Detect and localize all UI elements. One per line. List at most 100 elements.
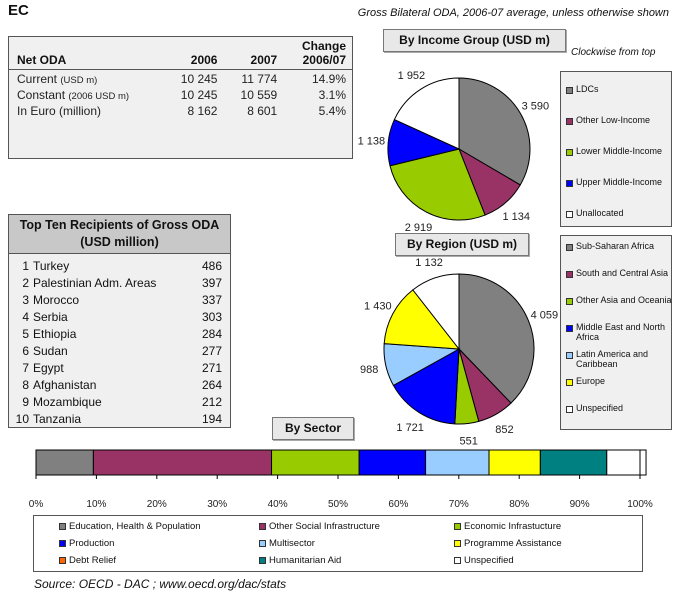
recipient-value: 397 bbox=[201, 276, 222, 290]
sector-bar-segment bbox=[92, 449, 273, 476]
pie-data-label: 1 430 bbox=[364, 301, 392, 313]
recipient-name: Egypt bbox=[33, 361, 64, 375]
pie-data-label: 1 721 bbox=[396, 422, 424, 434]
pie-data-label: 2 919 bbox=[405, 222, 433, 234]
legend-label: Economic Infrastucture bbox=[464, 521, 562, 532]
sector-bar-segment bbox=[271, 449, 360, 476]
legend-swatch bbox=[566, 379, 573, 386]
legend-label: Humanitarian Aid bbox=[269, 555, 342, 566]
x-tick-label: 60% bbox=[388, 499, 408, 510]
recipient-value: 264 bbox=[201, 378, 222, 392]
legend-label: Upper Middle-Income bbox=[576, 177, 663, 187]
recipient-value: 277 bbox=[201, 344, 222, 358]
legend-item: Other Asia and Oceania bbox=[566, 295, 678, 305]
net-oda-year2: 2007 bbox=[223, 37, 284, 70]
row-value: 10 245 bbox=[180, 88, 218, 102]
legend-item: Unspecified bbox=[566, 403, 678, 413]
region-legend: Sub-Saharan Africa South and Central Asia… bbox=[560, 235, 672, 430]
recipient-rank: 7 bbox=[22, 361, 29, 375]
list-item: 8 Afghanistan 264 bbox=[9, 377, 230, 394]
legend-item: Unallocated bbox=[566, 208, 678, 218]
net-oda-year1: 2006 bbox=[163, 37, 224, 70]
region-pie-title: By Region (USD m) bbox=[395, 233, 529, 256]
legend-label: Latin America and Caribbean bbox=[576, 349, 649, 369]
legend-item: Other Low-Income bbox=[566, 115, 678, 125]
legend-label: South and Central Asia bbox=[576, 268, 669, 278]
legend-swatch bbox=[259, 540, 266, 547]
row-change: 3.1% bbox=[318, 88, 346, 102]
recipient-rank: 5 bbox=[22, 327, 29, 341]
legend-item: Lower Middle-Income bbox=[566, 146, 678, 156]
legend-swatch bbox=[454, 523, 461, 530]
x-tick-label: 90% bbox=[570, 499, 590, 510]
x-tick-label: 10% bbox=[86, 499, 106, 510]
recipient-value: 284 bbox=[201, 327, 222, 341]
net-oda-change: Change 2006/07 bbox=[283, 37, 352, 70]
legend-item: LDCs bbox=[566, 84, 678, 94]
x-tick-label: 20% bbox=[147, 499, 167, 510]
legend-item: Economic Infrastucture bbox=[454, 521, 561, 532]
row-label: In Euro (million) bbox=[17, 104, 102, 118]
list-item: 1 Turkey 486 bbox=[9, 258, 230, 275]
row-unit: (USD m) bbox=[60, 75, 98, 86]
legend-swatch bbox=[566, 271, 573, 278]
list-item: 3 Morocco 337 bbox=[9, 292, 230, 309]
x-tick-label: 40% bbox=[268, 499, 288, 510]
sector-bar-segment bbox=[35, 449, 94, 476]
recipient-rank: 8 bbox=[22, 378, 29, 392]
pie-data-label: 4 059 bbox=[531, 310, 559, 322]
legend-swatch bbox=[59, 540, 66, 547]
legend-label: Unallocated bbox=[576, 208, 624, 218]
legend-swatch bbox=[566, 406, 573, 413]
recipient-name: Turkey bbox=[33, 259, 70, 273]
legend-swatch bbox=[566, 87, 573, 94]
donor-title: EC bbox=[8, 2, 29, 19]
sector-bar-segment bbox=[539, 449, 608, 476]
legend-label: Sub-Saharan Africa bbox=[576, 241, 655, 251]
legend-item: Sub-Saharan Africa bbox=[566, 241, 678, 251]
sector-bar-title: By Sector bbox=[272, 417, 354, 440]
legend-label: Production bbox=[69, 538, 115, 549]
pie-slice bbox=[383, 289, 461, 350]
recipient-name: Ethiopia bbox=[33, 327, 77, 341]
row-value: 8 162 bbox=[187, 104, 218, 118]
recipient-rank: 4 bbox=[22, 310, 29, 324]
legend-item: Other Social Infrastructure bbox=[259, 521, 380, 532]
list-item: 4 Serbia 303 bbox=[9, 309, 230, 326]
list-item: 2 Palestinian Adm. Areas 397 bbox=[9, 275, 230, 292]
legend-swatch bbox=[259, 557, 266, 564]
legend-item: Latin America and Caribbean bbox=[566, 349, 678, 369]
sector-bar-segment bbox=[425, 449, 490, 476]
legend-swatch bbox=[59, 557, 66, 564]
recipient-name: Tanzania bbox=[33, 412, 82, 426]
net-oda-table: Net ODA 2006 2007 Change 2006/07 Current … bbox=[8, 36, 353, 159]
legend-swatch bbox=[59, 523, 66, 530]
legend-label: LDCs bbox=[576, 84, 599, 94]
legend-swatch bbox=[566, 118, 573, 125]
pie-data-label: 988 bbox=[360, 364, 378, 376]
pie-slice bbox=[412, 273, 460, 351]
top-recipients-title: Top Ten Recipients of Gross ODA (USD mill… bbox=[9, 215, 230, 254]
recipient-value: 271 bbox=[201, 361, 222, 375]
recipient-name: Mozambique bbox=[33, 395, 102, 409]
legend-swatch bbox=[566, 211, 573, 218]
recipient-rank: 10 bbox=[15, 412, 29, 426]
sector-legend: Education, Health & Population Other Soci… bbox=[33, 515, 643, 572]
row-change: 5.4% bbox=[318, 104, 346, 118]
recipient-name: Afghanistan bbox=[33, 378, 97, 392]
legend-item: Education, Health & Population bbox=[59, 521, 201, 532]
list-item: 10 Tanzania 194 bbox=[9, 411, 230, 428]
recipient-name: Serbia bbox=[33, 310, 68, 324]
x-tick-label: 0% bbox=[29, 499, 44, 510]
legend-item: Upper Middle-Income bbox=[566, 177, 678, 187]
legend-label: Lower Middle-Income bbox=[576, 146, 663, 156]
row-value: 10 245 bbox=[180, 72, 218, 86]
recipient-rank: 9 bbox=[22, 395, 29, 409]
legend-item: South and Central Asia bbox=[566, 268, 678, 278]
net-oda-header: Net ODA bbox=[9, 37, 164, 70]
legend-swatch bbox=[566, 180, 573, 187]
row-value: 10 559 bbox=[240, 88, 278, 102]
pie-data-label: 1 952 bbox=[398, 70, 426, 82]
legend-swatch bbox=[566, 149, 573, 156]
